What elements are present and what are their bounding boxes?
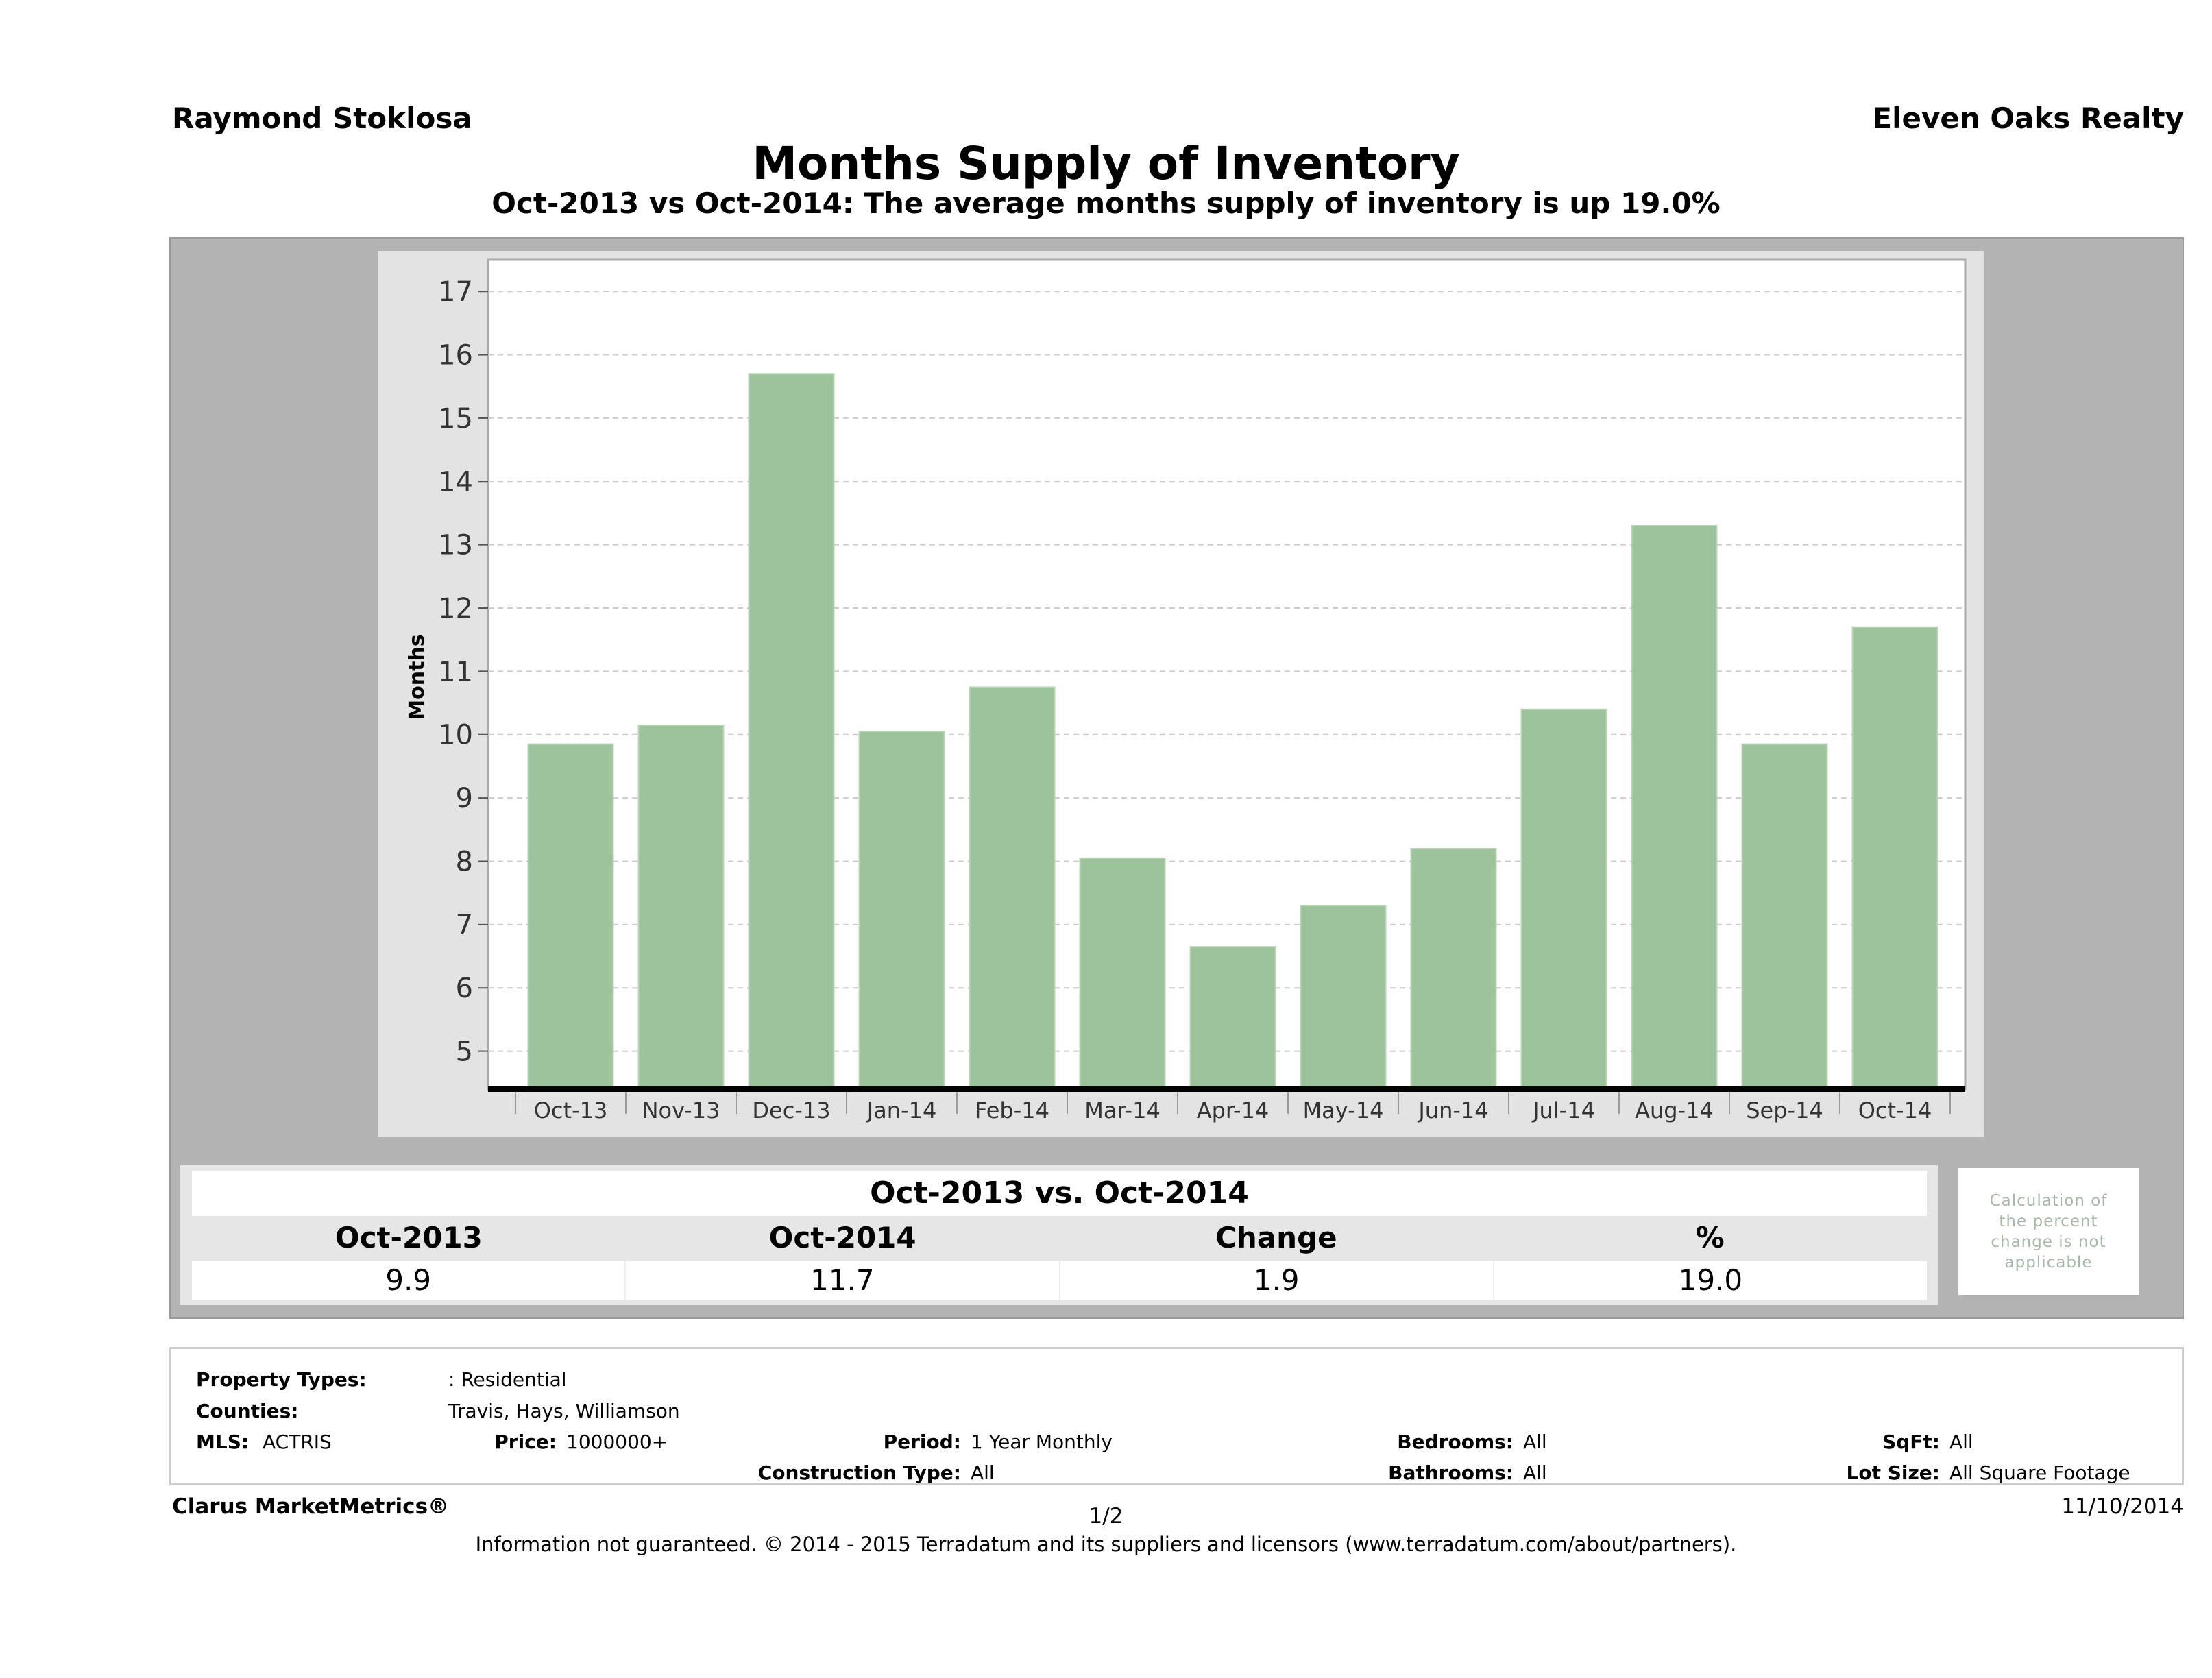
- mls-label: MLS:: [196, 1431, 250, 1453]
- comparison-value-row: 9.9 11.7 1.9 19.0: [192, 1261, 1927, 1300]
- construction-value: All: [971, 1461, 995, 1484]
- header-start: Oct-2013: [335, 1221, 483, 1254]
- x-tick-label: Mar-14: [1084, 1097, 1160, 1123]
- counties-label: Counties:: [196, 1400, 299, 1422]
- page-number: 1/2: [1089, 1504, 1123, 1529]
- header-change: Change: [1215, 1221, 1337, 1254]
- lot-size-label: Lot Size:: [1846, 1461, 1940, 1484]
- x-tick-label: May-14: [1303, 1097, 1384, 1123]
- sqft-label: SqFt:: [1882, 1431, 1940, 1453]
- chart-subtitle: Oct-2013 vs Oct-2014: The average months…: [491, 186, 1721, 220]
- y-tick-label: 9: [456, 783, 473, 814]
- bar-Feb-14: [969, 686, 1056, 1090]
- x-tick-label: Oct-14: [1858, 1097, 1932, 1123]
- report-date: 11/10/2014: [2061, 1494, 2184, 1519]
- price-label: Price:: [494, 1431, 557, 1453]
- value-percent: 19.0: [1492, 1261, 1927, 1300]
- bedrooms-label: Bedrooms:: [1397, 1431, 1514, 1453]
- x-tick-label: Nov-13: [642, 1097, 720, 1123]
- period-label: Period:: [883, 1431, 961, 1453]
- value-start: 9.9: [385, 1263, 432, 1297]
- y-axis-label: Months: [405, 634, 429, 720]
- bar-Sep-14: [1741, 743, 1828, 1090]
- footer-brand: Clarus MarketMetrics®: [172, 1494, 450, 1519]
- y-tick-label: 8: [456, 846, 473, 877]
- mls-value: ACTRIS: [263, 1431, 332, 1453]
- bar-Dec-13: [748, 373, 835, 1090]
- bar-Nov-13: [637, 724, 725, 1091]
- percent-change-note: Calculation of the percent change is not…: [1958, 1168, 2139, 1295]
- bar-Jan-14: [858, 731, 945, 1090]
- y-tick-label: 7: [456, 910, 473, 941]
- bar-Aug-14: [1631, 524, 1718, 1090]
- brokerage-name: Eleven Oaks Realty: [1872, 101, 2184, 135]
- value-change: 1.9: [1058, 1261, 1493, 1300]
- chart-title: Months Supply of Inventory: [752, 137, 1460, 190]
- y-tick-label: 12: [438, 593, 473, 624]
- bar-Jul-14: [1520, 708, 1607, 1090]
- y-tick-label: 10: [438, 720, 473, 751]
- y-tick-label: 15: [438, 403, 473, 435]
- x-tick-label: Sep-14: [1746, 1097, 1823, 1123]
- price-value: 1000000+: [566, 1431, 668, 1453]
- bedrooms-value: All: [1523, 1431, 1547, 1453]
- bar-Apr-14: [1189, 946, 1276, 1090]
- comparison-title-text: Oct-2013 vs. Oct-2014: [870, 1176, 1249, 1211]
- y-tick-label: 14: [438, 466, 473, 498]
- x-tick-label: Dec-13: [752, 1097, 830, 1123]
- bar-Oct-13: [527, 743, 614, 1090]
- comparison-title: Oct-2013 vs. Oct-2014: [192, 1171, 1927, 1216]
- property-types-value: : Residential: [448, 1368, 567, 1391]
- bar-Oct-14: [1851, 626, 1938, 1090]
- agent-name: Raymond Stoklosa: [172, 101, 472, 135]
- y-tick-label: 5: [456, 1036, 473, 1068]
- header-end: Oct-2014: [768, 1221, 916, 1254]
- bar-May-14: [1300, 905, 1387, 1091]
- bathrooms-value: All: [1523, 1461, 1547, 1484]
- lot-size-value: All Square Footage: [1949, 1461, 2130, 1484]
- y-tick-label: 11: [438, 656, 473, 688]
- period-value: 1 Year Monthly: [971, 1431, 1113, 1453]
- header-percent: %: [1695, 1221, 1725, 1254]
- y-tick-label: 13: [438, 530, 473, 561]
- bar-chart: 5 6 7 8 9 10 11 12 13 14 15 16 17 Oct-13 Nov-13 Dec-13 J…: [405, 258, 1967, 1123]
- x-tick-label: Jun-14: [1417, 1097, 1488, 1123]
- value-end: 11.7: [624, 1261, 1058, 1300]
- note-text: Calculation of the percent change is not…: [1989, 1191, 2108, 1272]
- criteria-box: Property Types: : Residential Counties: …: [169, 1347, 2184, 1485]
- x-tick-label: Jan-14: [866, 1097, 937, 1123]
- y-tick-label: 6: [456, 973, 473, 1004]
- y-tick-label: 16: [438, 340, 473, 372]
- bar-Mar-14: [1079, 857, 1166, 1090]
- property-types-label: Property Types:: [196, 1368, 367, 1391]
- y-tick-label: 17: [438, 276, 473, 308]
- construction-label: Construction Type:: [757, 1461, 961, 1484]
- x-tick-label: Jul-14: [1531, 1097, 1595, 1123]
- sqft-value: All: [1949, 1431, 1973, 1453]
- x-tick-label: Apr-14: [1197, 1097, 1269, 1123]
- x-tick-label: Aug-14: [1635, 1097, 1714, 1123]
- comparison-header-row: Oct-2013 Oct-2014 Change %: [192, 1216, 1927, 1260]
- bar-Jun-14: [1410, 848, 1497, 1091]
- counties-value: Travis, Hays, Williamson: [448, 1400, 680, 1422]
- x-tick-label: Feb-14: [975, 1097, 1049, 1123]
- bathrooms-label: Bathrooms:: [1388, 1461, 1514, 1484]
- x-tick-label: Oct-13: [534, 1097, 608, 1123]
- disclaimer: Information not guaranteed. © 2014 - 201…: [475, 1533, 1737, 1556]
